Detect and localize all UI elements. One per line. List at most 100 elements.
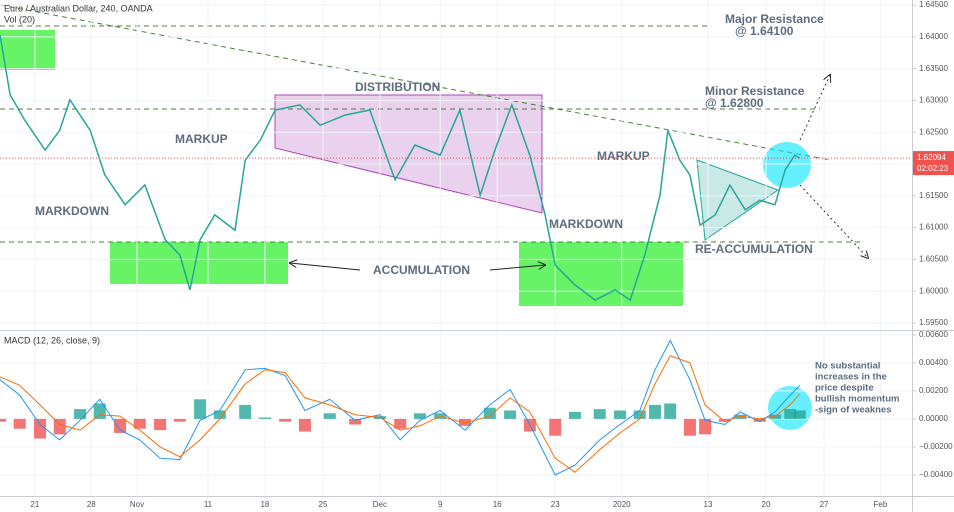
- note: price despite: [815, 383, 874, 394]
- price-line: [0, 34, 801, 302]
- histogram-bar: [239, 404, 252, 419]
- arrow: [489, 265, 545, 271]
- zone-box: [110, 242, 288, 284]
- arrow: [799, 184, 868, 258]
- y-tick-label: 0.00600: [919, 330, 948, 339]
- x-tick-label: 28: [87, 500, 96, 509]
- x-tick-label: 16: [493, 500, 502, 509]
- histogram-bar: [173, 418, 186, 422]
- y-tick-label: 1.61000: [919, 223, 948, 232]
- histogram-bar: [483, 407, 496, 419]
- x-tick-label: 2020: [613, 500, 631, 509]
- y-tick-label: 0.00000: [919, 414, 948, 423]
- y-tick-label: 1.62500: [919, 127, 948, 136]
- countdown-label: 02:02:23: [917, 164, 949, 173]
- histogram-bar: [683, 418, 696, 436]
- indicator-label: Vol (20): [4, 14, 35, 24]
- histogram-bar: [614, 410, 627, 419]
- x-tick-label: Nov: [130, 500, 144, 509]
- triangle-zone: [696, 159, 780, 241]
- histogram-bar: [593, 409, 606, 419]
- signal-line: [0, 355, 801, 473]
- histogram-bar: [323, 413, 336, 419]
- y-tick-label: 1.59500: [919, 318, 948, 327]
- histogram-bar: [114, 418, 127, 433]
- histogram-bar: [0, 418, 6, 422]
- y-tick-label: 1.63000: [919, 96, 948, 105]
- y-tick-label: 0.00400: [919, 358, 948, 367]
- price-badge: [913, 151, 954, 176]
- zone-box: [0, 30, 55, 70]
- histogram-bar: [769, 414, 782, 419]
- histogram-bar: [549, 418, 562, 436]
- histogram-bar: [194, 399, 207, 419]
- histogram-bar: [154, 418, 167, 431]
- note: increases in the: [815, 372, 887, 383]
- annotation: MARKUP: [597, 149, 650, 163]
- histogram-bar: [784, 409, 797, 419]
- annotation: RE-ACCUMULATION: [695, 242, 813, 256]
- histogram-bar: [349, 418, 362, 425]
- x-tick-label: 21: [30, 500, 39, 509]
- annotation-layer: [0, 0, 912, 496]
- y-tick-label: 1.60000: [919, 286, 948, 295]
- arrow: [799, 75, 830, 141]
- histogram-bar: [279, 418, 292, 422]
- price-badge-label: 1.62094: [917, 153, 946, 162]
- annotation: ACCUMULATION: [373, 263, 470, 277]
- histogram-bar: [504, 410, 517, 419]
- x-tick-label: 13: [704, 500, 713, 509]
- note: -sign of weaknes: [815, 405, 892, 416]
- arrow: [290, 263, 361, 271]
- y-tick-label: −0.00200: [919, 442, 953, 451]
- histogram-bar: [793, 410, 806, 419]
- histogram-bar: [633, 410, 646, 419]
- macd-title: MACD (12, 26, close, 9): [4, 335, 100, 345]
- histogram-bar: [74, 409, 87, 419]
- histogram-bar: [413, 413, 426, 419]
- histogram-bar: [298, 418, 311, 432]
- x-tick-label: 18: [260, 500, 269, 509]
- annotation: DISTRIBUTION: [355, 80, 440, 94]
- histogram-bar: [648, 404, 661, 419]
- chart-title: Euro / Australian Dollar, 240, OANDA: [4, 3, 153, 13]
- x-tick-label: 20: [762, 500, 771, 509]
- x-tick-label: 11: [204, 500, 213, 509]
- histogram-bar: [459, 418, 472, 426]
- y-tick-label: 1.60500: [919, 255, 948, 264]
- highlight: [763, 142, 811, 188]
- histogram-bar: [394, 418, 407, 429]
- y-tick-label: 1.63500: [919, 64, 948, 73]
- trend-line: [0, 4, 831, 161]
- zone-box: [519, 242, 683, 306]
- x-tick-label: 25: [319, 500, 328, 509]
- histogram-bar: [133, 418, 146, 429]
- y-tick-label: 1.64000: [919, 32, 948, 41]
- x-tick-label: 23: [551, 500, 560, 509]
- histogram-bar: [568, 411, 581, 419]
- histogram-bar: [664, 403, 677, 419]
- histogram-bar: [258, 417, 271, 419]
- histogram-bar: [34, 418, 47, 439]
- annotation: MARKUP: [175, 132, 228, 146]
- x-tick-label: Dec: [373, 500, 387, 509]
- annotation: Minor Resistance: [705, 84, 805, 98]
- y-tick-label: −0.00400: [919, 470, 953, 479]
- note: bullish momentum: [815, 394, 899, 405]
- y-tick-label: 1.64500: [919, 0, 948, 9]
- histogram-bar: [13, 418, 26, 429]
- annotation: Major Resistance: [725, 12, 824, 26]
- annotation: MARKDOWN: [549, 217, 623, 231]
- x-tick-label: 9: [438, 500, 443, 509]
- annotation: @ 1.64100: [735, 24, 794, 38]
- note: No substantial: [815, 361, 880, 372]
- annotation: @ 1.62800: [705, 96, 764, 110]
- y-tick-label: 0.00200: [919, 386, 948, 395]
- x-tick-label: Feb: [874, 500, 888, 509]
- y-tick-label: 1.61500: [919, 191, 948, 200]
- histogram-bar: [699, 418, 712, 435]
- macd-line: [0, 339, 801, 476]
- histogram-bar: [734, 414, 747, 419]
- histogram-bar: [718, 418, 731, 422]
